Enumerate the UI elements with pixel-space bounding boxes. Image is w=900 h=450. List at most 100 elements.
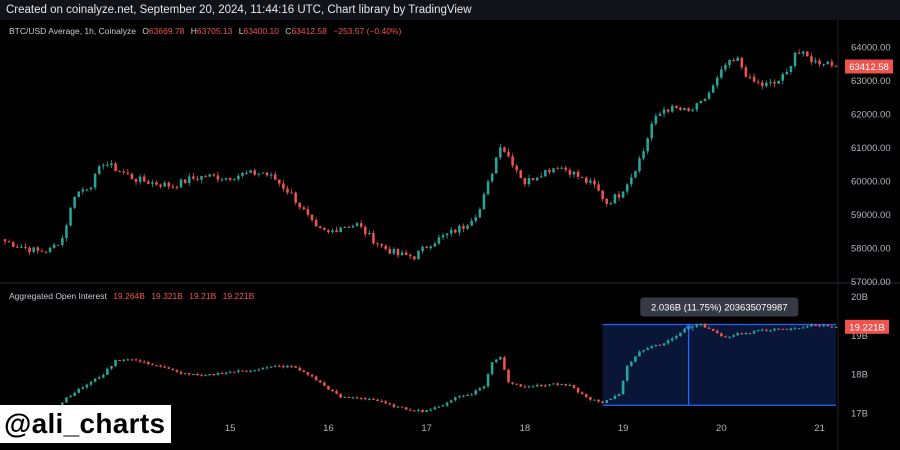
oi-candle <box>736 333 739 336</box>
price-close: 63412.58 <box>291 26 327 36</box>
oi-candle <box>400 406 404 408</box>
price-candle <box>85 189 89 191</box>
price-candle <box>585 177 588 183</box>
oi-candle <box>728 336 731 338</box>
price-candle <box>89 187 93 190</box>
price-candle <box>834 65 838 67</box>
oi-candle <box>531 386 535 388</box>
price-candle <box>523 177 527 185</box>
price-candle <box>425 246 428 249</box>
price-candle <box>372 232 375 244</box>
oi-candle <box>687 326 690 330</box>
oi-candle <box>179 371 183 374</box>
oi-last-badge <box>845 319 889 334</box>
price-candle <box>48 247 52 252</box>
oi-candle <box>503 357 506 370</box>
oi-candle <box>597 399 600 402</box>
price-candle <box>785 71 789 75</box>
price-candle <box>392 249 396 254</box>
oi-candle <box>646 348 649 350</box>
oi-candle <box>278 365 281 367</box>
oi-candle <box>249 370 252 372</box>
price-candle <box>646 138 649 152</box>
price-candle <box>482 194 486 210</box>
oi-candle <box>167 367 171 369</box>
price-candle <box>818 60 821 65</box>
price-candle <box>535 177 539 181</box>
time-tick-label: 16 <box>323 423 334 434</box>
oi-candle <box>282 366 285 368</box>
price-low: 63400.10 <box>243 26 279 36</box>
oi-candle <box>335 391 338 394</box>
price-candle <box>486 181 490 195</box>
oi-candle <box>339 393 342 398</box>
chart-credit-header: Created on coinalyze.net, September 20, … <box>0 0 900 20</box>
price-candle <box>192 176 195 179</box>
price-candle <box>310 214 314 221</box>
oi-candle <box>539 384 543 386</box>
price-candle <box>650 123 654 139</box>
price-candle <box>728 59 731 65</box>
price-candle <box>630 177 633 185</box>
price-candle <box>732 59 735 61</box>
oi-candle <box>323 382 326 386</box>
price-candle <box>421 246 424 251</box>
price-candle <box>273 174 277 180</box>
oi-candle <box>122 359 126 361</box>
price-candle <box>437 237 441 244</box>
price-candle <box>44 251 48 253</box>
oi-candle <box>466 395 469 397</box>
oi-candle <box>196 374 199 376</box>
oi-candle <box>114 359 117 366</box>
price-last-badge <box>845 59 893 74</box>
price-candle <box>556 168 559 170</box>
oi-candle <box>118 359 121 361</box>
oi-candle <box>245 370 248 372</box>
price-candle <box>77 191 80 197</box>
price-candle <box>7 241 11 243</box>
price-candle <box>212 174 216 176</box>
open-interest-pane: 2.036B (11.75%) 203635079987 <box>3 297 838 417</box>
oi-candle <box>703 323 707 328</box>
oi-candle <box>192 374 195 376</box>
oi-candle <box>151 364 154 366</box>
price-candle <box>752 76 756 82</box>
oi-candle <box>711 328 715 331</box>
oi-candle <box>458 396 461 398</box>
price-candle <box>413 256 416 260</box>
price-candle <box>220 179 224 181</box>
price-tick-label: 60000.00 <box>851 176 891 187</box>
oi-candle <box>441 405 445 407</box>
chart-canvas[interactable]: 2.036B (11.75%) 203635079987 64000.00 630… <box>0 20 900 450</box>
price-open: 63669.78 <box>148 26 185 36</box>
price-candle <box>306 209 310 215</box>
time-tick-label: 19 <box>618 423 629 434</box>
oi-candle <box>302 370 306 373</box>
price-candle <box>351 225 355 228</box>
time-tick-label: 18 <box>520 423 531 434</box>
price-candle <box>621 191 625 198</box>
price-candle <box>519 170 523 178</box>
oi-candle <box>793 328 797 330</box>
oi-candle <box>527 386 531 388</box>
price-candle <box>355 223 359 226</box>
price-candle <box>679 107 682 110</box>
price-candle <box>368 232 371 235</box>
oi-candle <box>376 399 379 401</box>
oi-candle <box>523 386 527 388</box>
oi-candle <box>314 376 318 381</box>
oi-candle <box>421 410 424 412</box>
oi-tick-label: 18B <box>851 370 868 381</box>
axes: 64000.00 63000.00 62000.00 61000.00 60000.00… <box>0 20 900 450</box>
price-candle <box>331 230 334 232</box>
oi-tick-label: 20B <box>851 292 868 303</box>
oi-candle <box>818 325 821 327</box>
price-candle <box>245 172 248 174</box>
oi-candle <box>568 384 572 386</box>
price-candle <box>359 223 363 227</box>
oi-candle <box>576 387 580 393</box>
oi-candle <box>613 395 617 399</box>
oi-candle <box>494 359 498 363</box>
price-candle <box>711 85 715 93</box>
price-candle <box>576 171 580 177</box>
